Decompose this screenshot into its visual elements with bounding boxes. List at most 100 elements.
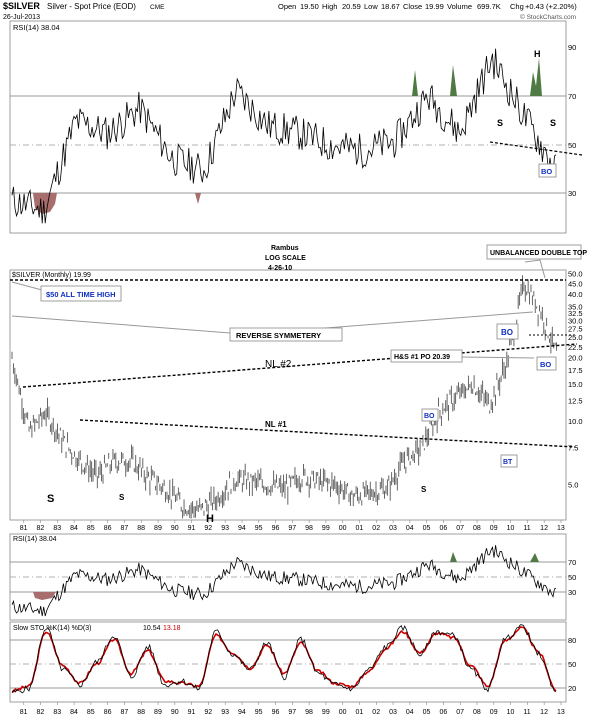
x-axis-label: 92 bbox=[204, 525, 212, 532]
nl2-label: NL #2 bbox=[265, 359, 292, 370]
stoch-k-value: 10.54 bbox=[143, 625, 161, 632]
rsi-bottom-tick: 50 bbox=[568, 573, 576, 582]
x-axis-label: 84 bbox=[70, 709, 78, 716]
x-axis-label: 11 bbox=[523, 525, 530, 532]
x-axis-label: 08 bbox=[473, 525, 481, 532]
x-axis-label: 93 bbox=[221, 525, 229, 532]
overbought-fill bbox=[412, 70, 418, 96]
x-axis-label: 05 bbox=[423, 709, 431, 716]
price-tick: 7.5 bbox=[568, 443, 578, 452]
x-axis-label: 85 bbox=[87, 709, 95, 716]
x-axis-label: 02 bbox=[372, 525, 380, 532]
rambus-scale: LOG SCALE bbox=[265, 255, 306, 262]
rsi-top-tick: 30 bbox=[568, 189, 576, 198]
open-value: 19.50 bbox=[300, 2, 319, 11]
open-label: Open bbox=[278, 2, 296, 11]
exchange-label: CME bbox=[150, 4, 165, 11]
x-axis-label: 10 bbox=[507, 525, 515, 532]
x-axis-label: 90 bbox=[171, 525, 179, 532]
x-axis-label: 89 bbox=[154, 709, 162, 716]
x-axis-label: 99 bbox=[322, 709, 330, 716]
double-top-pointer bbox=[524, 259, 546, 279]
x-axis-label: 88 bbox=[137, 709, 145, 716]
volume-value: 699.7K bbox=[477, 2, 501, 11]
symbol-label: $SILVER bbox=[3, 1, 40, 11]
nl1-label: NL #1 bbox=[265, 420, 287, 429]
stoch-d-value: 13.18 bbox=[163, 625, 181, 632]
x-axis-main: 81 82 83 84 85 86 87 88 89 90 91 92 93 94 95 96 97 98 99 00… bbox=[20, 520, 565, 532]
x-axis-bottom: 81 82 83 84 85 86 87 88 89 90 91 92 93 94 95 96 97 98 99 00… bbox=[20, 702, 565, 716]
price-tick: 22.5 bbox=[568, 343, 583, 352]
rambus-date: 4-26-10 bbox=[268, 265, 292, 272]
x-axis-label: 10 bbox=[507, 709, 515, 716]
x-axis-label: 13 bbox=[557, 525, 565, 532]
low-label: Low bbox=[364, 2, 378, 11]
x-axis-label: 97 bbox=[288, 525, 296, 532]
overbought-fill bbox=[530, 553, 539, 562]
rsi-bottom-tick: 30 bbox=[568, 588, 576, 597]
bo-callout: BO bbox=[501, 328, 513, 337]
x-axis-label: 02 bbox=[372, 709, 380, 716]
high-label: High bbox=[322, 2, 337, 11]
chg-label: Chg bbox=[510, 2, 524, 11]
x-axis-label: 07 bbox=[456, 525, 464, 532]
x-axis-label: 06 bbox=[439, 709, 447, 716]
price-tick: 25.0 bbox=[568, 333, 583, 342]
x-axis-label: 09 bbox=[490, 709, 498, 716]
pattern-letter-s: S bbox=[119, 493, 125, 502]
x-axis-label: 12 bbox=[540, 709, 548, 716]
stoch-panel: Slow STO %K(14) %D(3) 10.54 13.18 80 50 … bbox=[9, 621, 576, 703]
price-tick: 30.0 bbox=[568, 316, 583, 325]
x-axis-label: 88 bbox=[137, 525, 145, 532]
x-axis-label: 01 bbox=[356, 525, 364, 532]
x-axis-label: 98 bbox=[305, 709, 313, 716]
bt-callout-box bbox=[500, 454, 518, 468]
x-axis-label: 07 bbox=[456, 709, 464, 716]
overbought-fill bbox=[530, 58, 542, 96]
rsi-bottom-tick: 70 bbox=[568, 558, 576, 567]
neckline-1 bbox=[79, 419, 576, 448]
oversold-fill bbox=[33, 193, 57, 214]
rsi-top-label: RSI(14) 38.04 bbox=[13, 23, 60, 32]
neckline-2 bbox=[22, 343, 578, 388]
stoch-tick: 80 bbox=[568, 636, 576, 645]
x-axis-label: 09 bbox=[490, 525, 498, 532]
volume-label: Volume bbox=[447, 2, 472, 11]
hs-po-box bbox=[390, 349, 463, 363]
rambus-name: Rambus bbox=[271, 245, 299, 252]
x-axis-label: 01 bbox=[356, 709, 364, 716]
double-top-box bbox=[486, 244, 582, 260]
x-axis-label: 85 bbox=[87, 525, 95, 532]
price-panel: $SILVER (Monthly) 19.99 50.045.0 40.0 35.0… bbox=[9, 244, 587, 525]
x-axis-label: 86 bbox=[104, 709, 112, 716]
x-axis-label: 96 bbox=[272, 525, 280, 532]
x-axis-label: 94 bbox=[238, 709, 246, 716]
x-axis-label: 00 bbox=[339, 525, 347, 532]
ath-callout-box bbox=[40, 285, 122, 302]
stoch-tick: 50 bbox=[568, 660, 576, 669]
rsi-bottom-panel: RSI(14) 38.04 70 50 30 bbox=[9, 533, 576, 621]
oversold-fill bbox=[33, 592, 56, 600]
bo-callout: BO bbox=[540, 360, 551, 369]
stoch-tick: 20 bbox=[568, 684, 576, 693]
x-axis-label: 11 bbox=[523, 709, 530, 716]
x-axis-label: 90 bbox=[171, 709, 179, 716]
bo-callout: BO bbox=[424, 413, 435, 420]
overbought-fill bbox=[450, 552, 457, 562]
x-axis-label: 98 bbox=[305, 525, 313, 532]
x-axis-label: 89 bbox=[154, 525, 162, 532]
rsi-shoulder-letter: S bbox=[550, 118, 556, 128]
price-tick: 17.5 bbox=[568, 366, 583, 375]
x-axis-label: 83 bbox=[53, 525, 61, 532]
price-tick: 32.5 bbox=[568, 309, 583, 318]
pattern-letter-h: H bbox=[206, 513, 214, 525]
x-axis-label: 95 bbox=[255, 709, 263, 716]
reverse-symmetry-box bbox=[229, 327, 343, 342]
bt-callout: BT bbox=[503, 459, 513, 466]
x-axis-label: 95 bbox=[255, 525, 263, 532]
bo-callout-box bbox=[421, 408, 439, 422]
x-axis-label: 82 bbox=[37, 525, 45, 532]
x-axis-label: 87 bbox=[120, 709, 128, 716]
x-axis-label: 84 bbox=[70, 525, 78, 532]
price-tick: 50.0 bbox=[568, 270, 583, 279]
